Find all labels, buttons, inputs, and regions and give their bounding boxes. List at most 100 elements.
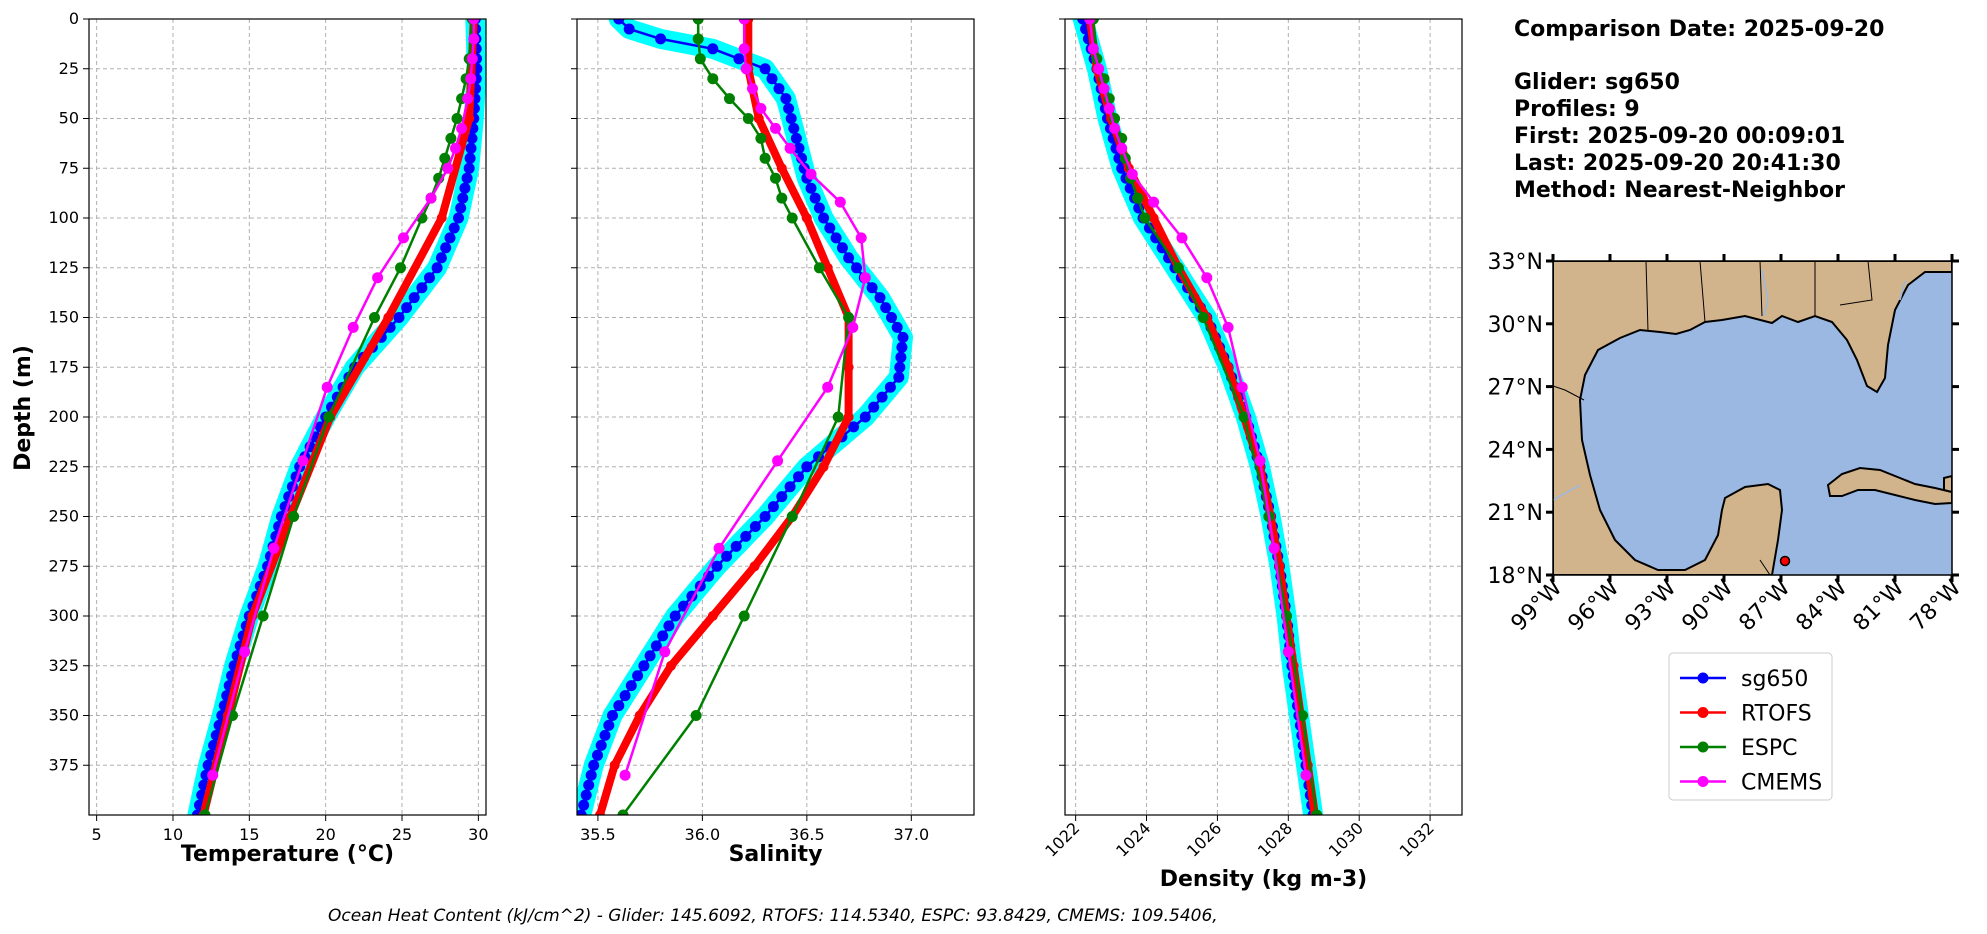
series-sg650-point xyxy=(773,83,785,95)
series-espc-point xyxy=(813,262,825,274)
y-tick-label: 175 xyxy=(48,357,79,376)
series-espc-point xyxy=(439,152,451,164)
series-sg650-point xyxy=(455,202,467,214)
series-sg650-point xyxy=(896,341,908,353)
location-map: 33°N30°N27°N24°N21°N18°N99°W96°W93°W90°W… xyxy=(1488,250,1967,636)
series-sg650-point xyxy=(843,252,855,264)
x-tick-label: 1026 xyxy=(1183,818,1225,860)
series-sg650-point xyxy=(457,192,469,204)
series-cmems-point xyxy=(1300,769,1312,781)
map-lon-label: 87°W xyxy=(1735,575,1796,636)
map-lat-label: 27°N xyxy=(1488,376,1543,401)
series-sg650-point xyxy=(588,759,600,771)
series-cmems-point xyxy=(740,63,752,75)
series-cmems-point xyxy=(847,321,859,333)
series-sg650-point xyxy=(599,729,611,741)
series-cmems-point xyxy=(738,19,750,25)
series-rtofs-point xyxy=(843,412,854,422)
series-sg650-point xyxy=(830,232,842,244)
series-cmems-point xyxy=(1103,103,1115,114)
series-espc-point xyxy=(776,192,788,204)
x-tick-label: 25 xyxy=(392,825,412,844)
x-tick-label: 5 xyxy=(92,825,102,844)
series-cmems-point xyxy=(1236,381,1248,393)
depth-axis-label: Depth (m) xyxy=(11,345,36,471)
series-sg650-point xyxy=(466,132,478,144)
series-cmems-point xyxy=(207,769,219,781)
series-sg650-point xyxy=(893,371,905,383)
legend-marker-cmems xyxy=(1697,776,1709,787)
series-cmems-point xyxy=(468,19,480,25)
x-tick-label: 30 xyxy=(468,825,488,844)
series-sg650-point xyxy=(836,242,848,254)
series-espc-point xyxy=(724,93,735,105)
series-cmems-point xyxy=(1126,168,1138,180)
series-cmems-point xyxy=(465,73,477,85)
series-sg650-point xyxy=(824,222,836,234)
series-cmems-point xyxy=(659,646,671,658)
series-cmems-point xyxy=(442,162,454,174)
legend-marker-espc xyxy=(1697,741,1709,753)
series-cmems-point xyxy=(456,122,468,134)
series-sg650-point xyxy=(767,501,779,513)
y-tick-label: 0 xyxy=(69,9,79,28)
series-sg650-point xyxy=(874,292,886,304)
y-tick-label: 150 xyxy=(48,308,79,327)
info-comparison-date: Comparison Date: 2025-09-20 xyxy=(1514,17,1884,42)
legend-label-espc: ESPC xyxy=(1741,736,1798,761)
series-espc-point xyxy=(832,411,844,423)
series-cmems-point xyxy=(462,93,474,105)
series-espc-point xyxy=(1132,192,1144,204)
map-lon-label: 90°W xyxy=(1678,575,1739,636)
panel-3: 1022 1024 1026 1028 1030 1032 Density (kg m-3) xyxy=(1041,18,1463,892)
series-cmems-point xyxy=(1201,272,1213,284)
map-land-north xyxy=(1553,261,1952,575)
y-tick-label: 200 xyxy=(48,407,79,426)
series-rtofs-point xyxy=(801,213,812,223)
series-sg650-point xyxy=(886,312,897,323)
series-sg650-point xyxy=(894,361,906,373)
series-sg650-point xyxy=(759,63,771,75)
series-rtofs-point xyxy=(464,113,475,124)
x-tick-label: 20 xyxy=(315,825,335,844)
map-lat-label: 30°N xyxy=(1488,313,1543,338)
y-tick-label: 375 xyxy=(48,755,79,774)
series-espc-point xyxy=(755,132,767,144)
series-sg650-point xyxy=(464,152,476,164)
series-cmems-point xyxy=(268,542,280,554)
series-sg650-point xyxy=(759,511,771,522)
x-axis-label: Density (kg m-3) xyxy=(1160,867,1368,892)
axes-frame xyxy=(88,18,487,816)
panel-2: 35.5 36.0 36.5 37.0 Salinity xyxy=(571,18,975,867)
y-tick-label: 225 xyxy=(48,457,79,476)
x-tick-label: 36.0 xyxy=(685,825,721,844)
series-sg650-point xyxy=(801,461,813,473)
series-cmems-point xyxy=(466,53,478,65)
series-sg650-point xyxy=(790,132,802,144)
series-espc-point xyxy=(1297,710,1308,721)
series-sg650-point xyxy=(776,491,788,503)
series-espc-point xyxy=(694,53,706,65)
series-sg650-point xyxy=(578,799,590,811)
series-cmems-point xyxy=(1282,646,1294,658)
series-sg650-point xyxy=(592,749,603,761)
series-sg650-point xyxy=(463,162,475,174)
info-profiles: Profiles: 9 xyxy=(1514,97,1640,122)
info-glider: Glider: sg650 xyxy=(1514,70,1680,95)
series-cmems-point xyxy=(1109,122,1121,134)
series-espc-point xyxy=(369,312,380,323)
series-cmems-point xyxy=(1093,63,1105,75)
series-cmems-point xyxy=(450,142,461,154)
map-lat-label: 24°N xyxy=(1488,438,1543,463)
info-block: Comparison Date: 2025-09-20 Glider: sg65… xyxy=(1514,17,1884,203)
series-espc-point xyxy=(288,511,300,522)
series-cmems-point xyxy=(1268,542,1280,554)
series-cmems-point xyxy=(784,142,796,154)
series-sg650-point xyxy=(663,620,675,632)
legend-label-rtofs: RTOFS xyxy=(1741,702,1812,727)
series-cmems-point xyxy=(834,196,846,208)
x-tick-label: 1022 xyxy=(1041,818,1083,860)
series-espc-point xyxy=(770,172,781,184)
series-sg650-point xyxy=(730,540,742,552)
series-rtofs-point xyxy=(595,810,605,815)
